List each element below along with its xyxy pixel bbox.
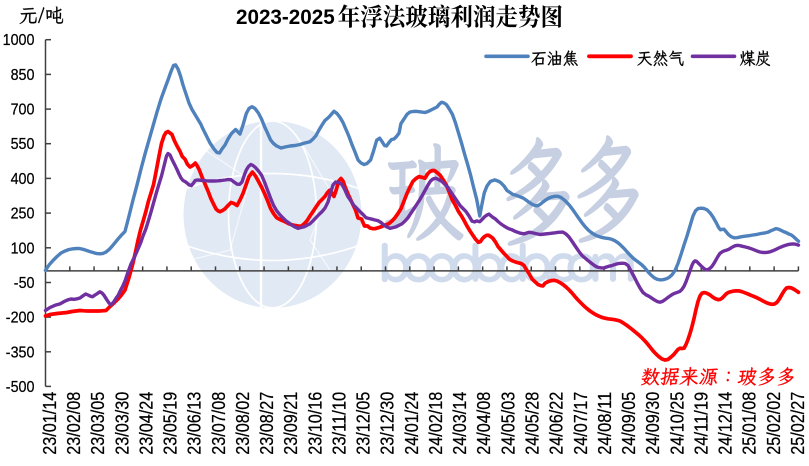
svg-text:23/09/21: 23/09/21	[280, 392, 301, 455]
svg-text:-50: -50	[14, 275, 35, 292]
svg-text:23/06/13: 23/06/13	[184, 392, 205, 455]
svg-text:2023-2025: 2023-2025	[236, 5, 335, 29]
svg-text:25/02/02: 25/02/02	[763, 392, 784, 455]
svg-text:23/07/08: 23/07/08	[208, 392, 229, 455]
svg-text:24/08/11: 24/08/11	[594, 392, 615, 455]
svg-text:23/05/19: 23/05/19	[160, 392, 181, 455]
svg-text:25/02/27: 25/02/27	[787, 392, 808, 455]
svg-text:24/09/30: 24/09/30	[642, 392, 663, 455]
svg-text:23/11/10: 23/11/10	[328, 392, 349, 455]
svg-text:23/02/08: 23/02/08	[63, 392, 84, 455]
svg-text:24/12/14: 24/12/14	[715, 392, 736, 455]
svg-text:23/08/27: 23/08/27	[256, 392, 277, 455]
svg-text:-350: -350	[6, 344, 35, 361]
svg-text:550: 550	[11, 136, 35, 153]
svg-text:23/12/30: 23/12/30	[377, 392, 398, 455]
svg-text:23/12/05: 23/12/05	[353, 392, 374, 455]
svg-text:400: 400	[11, 171, 35, 188]
svg-text:100: 100	[11, 240, 35, 257]
svg-text:23/03/30: 23/03/30	[111, 392, 132, 455]
svg-text:24/10/25: 24/10/25	[666, 392, 687, 455]
svg-text:24/07/17: 24/07/17	[570, 392, 591, 455]
svg-text:24/02/18: 24/02/18	[425, 392, 446, 455]
svg-text:250: 250	[11, 206, 35, 223]
svg-text:23/03/05: 23/03/05	[87, 392, 108, 455]
svg-text:24/03/14: 24/03/14	[449, 392, 470, 455]
svg-text:1000: 1000	[3, 32, 35, 49]
svg-text:24/09/05: 24/09/05	[618, 392, 639, 455]
svg-text:23/08/02: 23/08/02	[232, 392, 253, 455]
svg-text:24/06/22: 24/06/22	[546, 392, 567, 455]
svg-text:23/10/16: 23/10/16	[304, 392, 325, 455]
svg-text:24/11/19: 24/11/19	[690, 392, 711, 455]
svg-text:24/01/24: 24/01/24	[401, 392, 422, 455]
svg-text:23/01/14: 23/01/14	[39, 392, 60, 455]
svg-text:24/05/03: 24/05/03	[497, 392, 518, 455]
svg-text:24/04/08: 24/04/08	[473, 392, 494, 455]
svg-text:-500: -500	[6, 379, 35, 396]
svg-text:25/01/08: 25/01/08	[739, 392, 760, 455]
svg-text:23/04/24: 23/04/24	[135, 392, 156, 455]
svg-text:850: 850	[11, 67, 35, 84]
svg-text:700: 700	[11, 102, 35, 119]
svg-text:24/05/28: 24/05/28	[522, 392, 543, 455]
svg-text:-200: -200	[6, 310, 35, 327]
